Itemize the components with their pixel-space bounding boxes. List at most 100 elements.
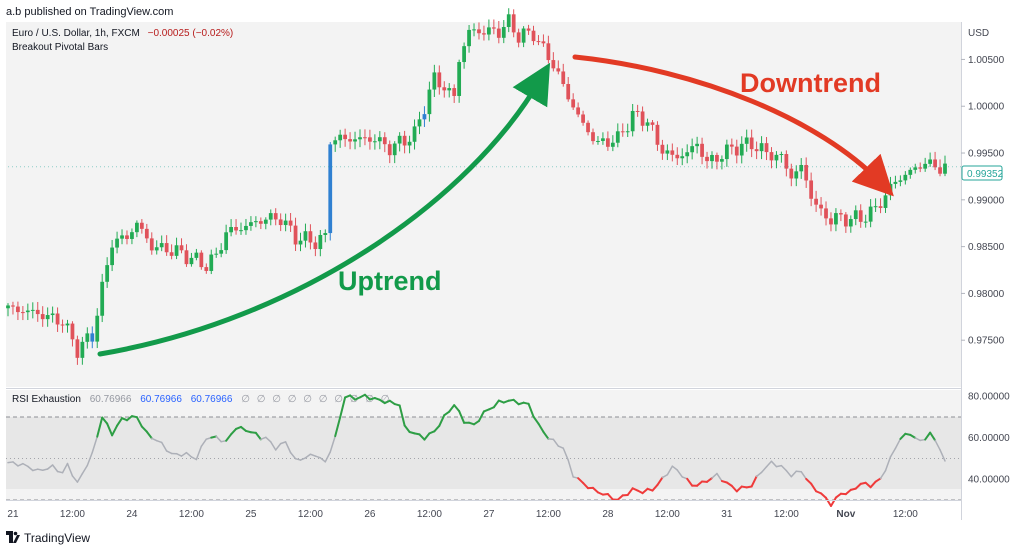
candle-body	[536, 41, 541, 43]
rsi-segment	[730, 484, 738, 493]
rsi-segment	[135, 416, 143, 428]
uptrend-arrow	[97, 62, 551, 357]
rsi-segment	[433, 424, 441, 433]
candle-body	[372, 141, 377, 143]
candle-body	[789, 168, 794, 179]
candle-body	[387, 144, 392, 156]
candle-body	[224, 232, 229, 251]
rsi-segment	[56, 470, 64, 474]
candle-body	[75, 339, 80, 358]
rsi-tick-label: 40.00000	[968, 475, 1010, 486]
rsi-segment	[418, 433, 426, 441]
na-marker-3: ∅	[272, 394, 281, 405]
candle-body	[328, 144, 333, 234]
rsi-segment	[334, 416, 342, 438]
rsi-segment	[934, 439, 941, 451]
candle-body	[333, 140, 338, 145]
candle-body	[521, 28, 526, 43]
rsi-segment	[477, 410, 485, 422]
na-marker-7: ∅	[334, 394, 343, 405]
candle-body	[506, 14, 511, 28]
candle-body	[660, 144, 665, 154]
tradingview-brand: TradingView	[24, 531, 90, 545]
rsi-segment	[61, 462, 69, 474]
downtrend-label: Downtrend	[740, 68, 881, 98]
candle-body	[814, 198, 818, 205]
candle-body	[809, 180, 814, 199]
time-tick-label: 12:00	[774, 509, 799, 520]
candle-body	[715, 154, 719, 162]
rsi-segment	[532, 415, 540, 425]
rsi-segment	[834, 492, 842, 499]
candle-body	[229, 227, 233, 233]
rsi-segment	[284, 441, 292, 454]
rsi-segment	[686, 477, 694, 487]
na-marker-2: ∅	[257, 394, 266, 405]
candle-body	[35, 309, 40, 315]
candle-body	[6, 305, 10, 309]
candle-body	[417, 119, 422, 127]
candle-body	[60, 324, 65, 326]
downtrend-arrow	[572, 54, 894, 197]
candle-body	[734, 146, 739, 156]
last-price-tag	[961, 165, 1003, 181]
time-axis[interactable]: 21 12:00 24 12:00 25 12:00 26 12:00 27 12:00 28 12:…	[6, 500, 961, 521]
price-tick-label: 0.99000	[968, 195, 1005, 206]
rsi-segment	[512, 398, 520, 406]
candle-body	[338, 134, 343, 141]
na-marker-6: ∅	[319, 394, 328, 405]
candle-body	[705, 156, 709, 162]
candle-body	[601, 138, 605, 141]
time-tick-label: 12:00	[893, 509, 918, 520]
rsi-segment	[800, 470, 807, 480]
candle-body	[189, 257, 194, 265]
candle-body	[625, 131, 630, 133]
rsi-segment	[879, 469, 887, 480]
price-axis[interactable]: 1.00500 1.00000 0.99500 0.99000 0.98500 0.980…	[961, 55, 1005, 347]
symbol-legend[interactable]: Euro / U.S. Dollar, 1h, FXCM −0.00025 (−…	[12, 28, 233, 39]
rsi-segment	[770, 460, 778, 468]
tradingview-logo[interactable]: TradingView	[6, 531, 90, 545]
candle-body	[794, 171, 799, 179]
candle-body	[615, 131, 620, 143]
rsi-segment	[616, 494, 624, 501]
candle-body	[382, 137, 387, 145]
rsi-segment	[924, 431, 932, 441]
candle-body	[45, 315, 50, 320]
rsi-segment	[17, 462, 24, 467]
rsi-segment	[160, 441, 168, 452]
candle-body	[135, 222, 139, 233]
candle-body	[645, 122, 650, 126]
rsi-segment	[874, 477, 882, 483]
candle-body	[298, 240, 303, 245]
candle-body	[759, 143, 764, 152]
candle-body	[675, 154, 680, 159]
candle-body	[695, 143, 700, 147]
price-tick-label: 1.00500	[968, 55, 1005, 66]
candle-body	[843, 214, 848, 227]
candle-body	[120, 235, 124, 239]
rsi-segment	[829, 496, 837, 508]
rsi-segment	[765, 460, 773, 468]
candle-body	[858, 210, 863, 222]
candle-body	[278, 219, 283, 226]
candle-body	[457, 62, 462, 96]
candle-body	[630, 110, 635, 132]
rsi-axis[interactable]: 80.00000 60.00000 40.00000	[968, 392, 1010, 486]
candle-body	[888, 183, 893, 196]
candle-body	[943, 163, 947, 174]
candle-body	[397, 135, 402, 144]
indicator-legend[interactable]: Breakout Pivotal Bars	[12, 42, 108, 53]
candle-body	[184, 250, 189, 265]
time-tick-label: 12:00	[417, 509, 442, 520]
price-change: −0.00025 (−0.02%)	[148, 28, 234, 39]
rsi-segment	[91, 435, 98, 454]
rsi-segment	[22, 462, 29, 468]
rsi-segment	[844, 488, 852, 496]
candle-body	[848, 219, 853, 227]
rsi-segment	[41, 468, 49, 472]
rsi-segment	[270, 441, 277, 451]
rsi-segment	[760, 465, 768, 474]
rsi-segment	[339, 396, 347, 419]
candle-body	[819, 204, 823, 209]
